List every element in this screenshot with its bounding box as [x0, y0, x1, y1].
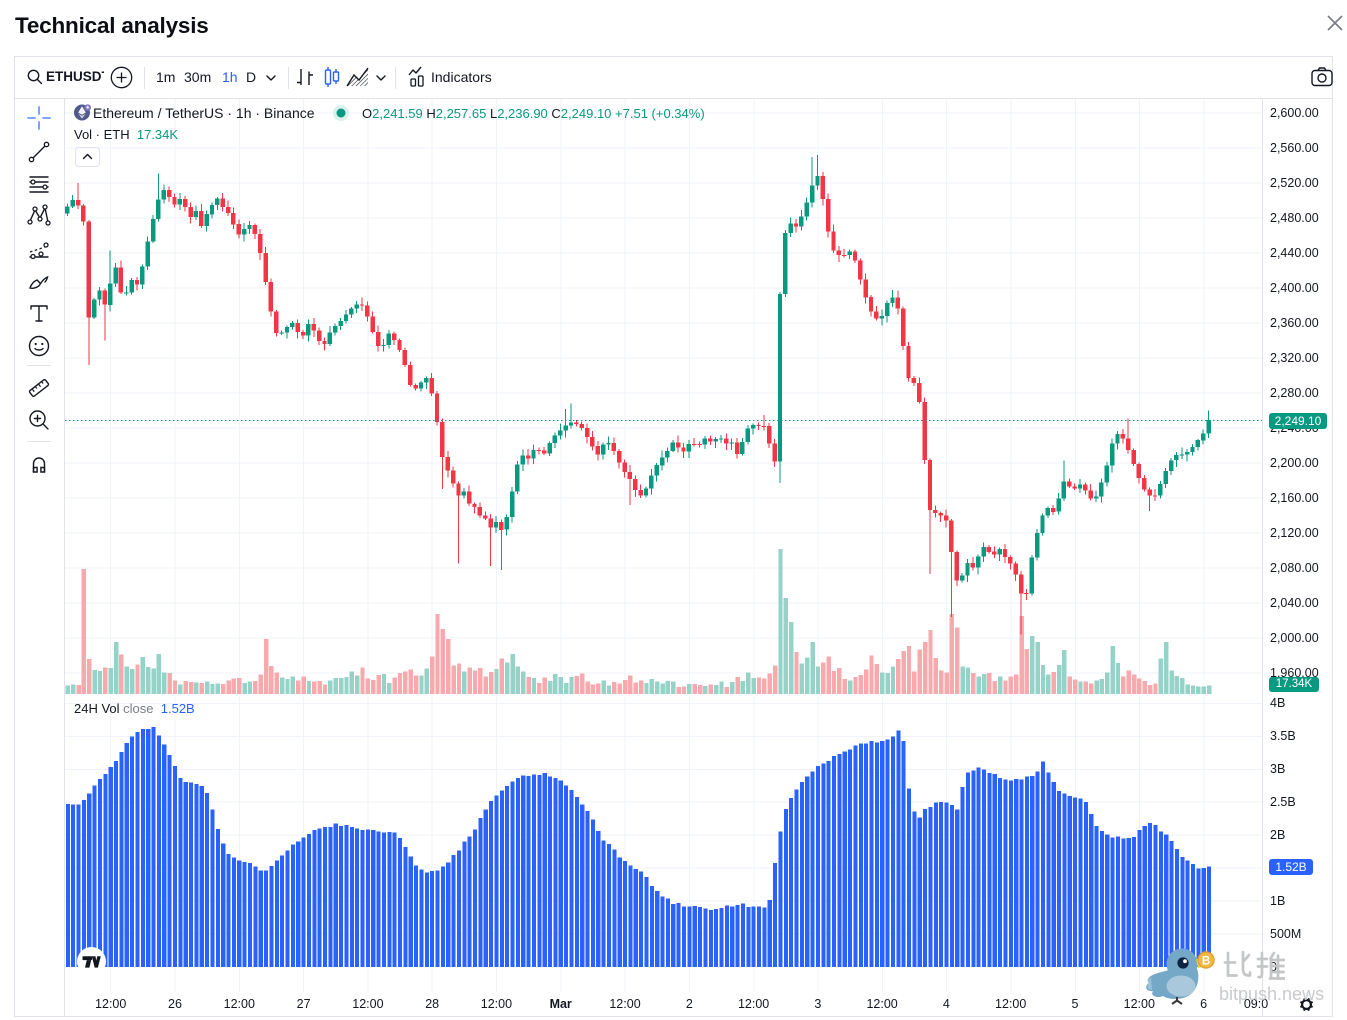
- svg-text:B: B: [1202, 955, 1210, 967]
